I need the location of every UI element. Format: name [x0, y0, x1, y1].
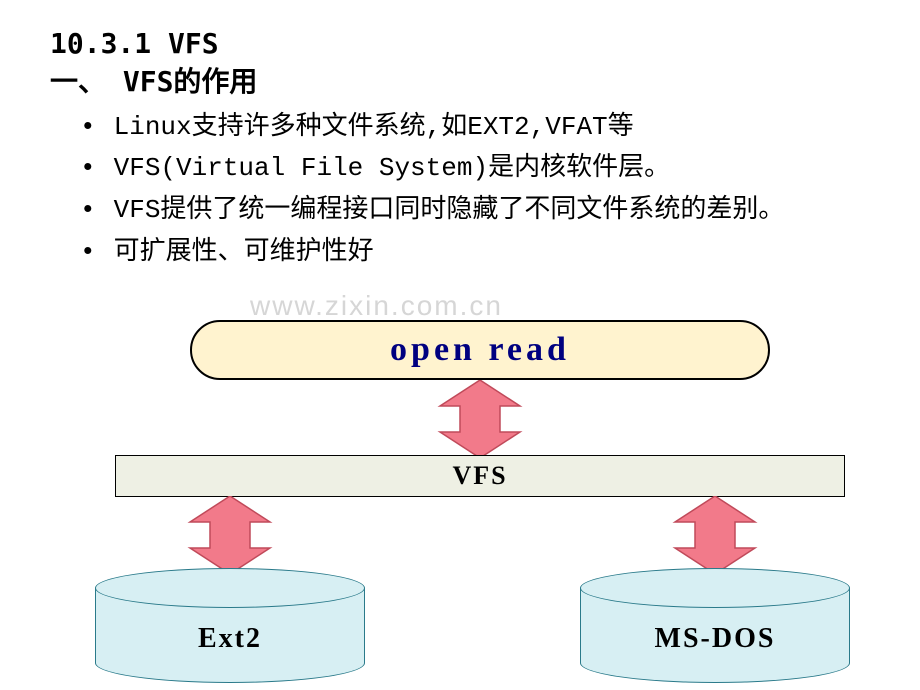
section-number: 10.3.1 VFS [50, 25, 880, 63]
bullet-text: 可扩展性、可维护性好 [114, 234, 374, 272]
bullet-text: Linux支持许多种文件系统,如EXT2,VFAT等 [114, 109, 634, 147]
bullet-icon: • [80, 109, 96, 145]
open-read-box: open read [190, 320, 770, 380]
double-arrow-icon [180, 496, 280, 574]
double-arrow-icon [665, 496, 765, 574]
bullet-icon: • [80, 234, 96, 270]
vfs-diagram: open read VFS Ext2 MS-DOS [60, 310, 860, 680]
msdos-cylinder: MS-DOS [580, 568, 850, 683]
list-item: • Linux支持许多种文件系统,如EXT2,VFAT等 [80, 109, 880, 147]
double-arrow-icon [430, 380, 530, 458]
list-item: • 可扩展性、可维护性好 [80, 234, 880, 272]
bullet-text: VFS(Virtual File System)是内核软件层。 [114, 150, 670, 188]
list-item: • VFS提供了统一编程接口同时隐藏了不同文件系统的差别。 [80, 192, 880, 230]
ext2-cylinder: Ext2 [95, 568, 365, 683]
cylinder-top [580, 568, 850, 608]
bullet-icon: • [80, 192, 96, 228]
bullet-list: • Linux支持许多种文件系统,如EXT2,VFAT等 • VFS(Virtu… [50, 109, 880, 272]
bullet-text: VFS提供了统一编程接口同时隐藏了不同文件系统的差别。 [114, 192, 785, 230]
vfs-box: VFS [115, 455, 845, 497]
cylinder-top [95, 568, 365, 608]
bullet-icon: • [80, 150, 96, 186]
cylinder-label: Ext2 [95, 623, 365, 655]
section-title: 一、 VFS的作用 [50, 63, 880, 101]
cylinder-label: MS-DOS [580, 623, 850, 655]
list-item: • VFS(Virtual File System)是内核软件层。 [80, 150, 880, 188]
